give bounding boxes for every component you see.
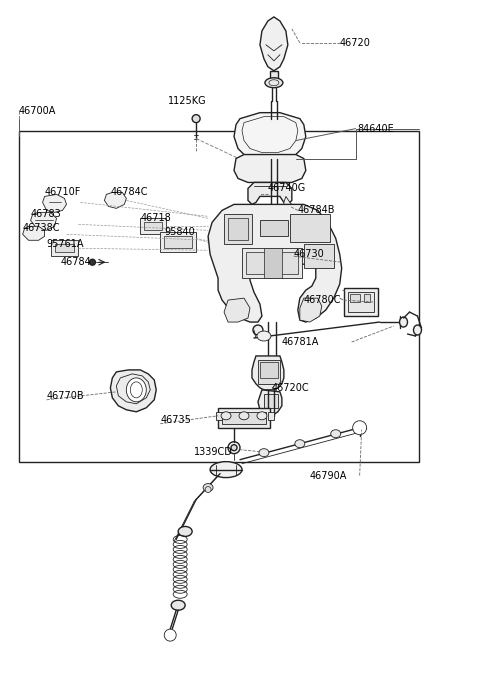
Ellipse shape xyxy=(178,526,192,536)
Ellipse shape xyxy=(205,487,211,492)
Text: 46783: 46783 xyxy=(31,210,61,220)
Text: 46790A: 46790A xyxy=(310,471,347,481)
Text: 95761A: 95761A xyxy=(47,239,84,250)
Bar xyxy=(264,394,278,407)
Text: 46784: 46784 xyxy=(60,257,91,267)
Text: 95840: 95840 xyxy=(164,227,195,237)
Ellipse shape xyxy=(89,259,96,265)
Ellipse shape xyxy=(126,378,146,402)
Text: 46784B: 46784B xyxy=(298,205,336,216)
Polygon shape xyxy=(110,370,156,412)
Ellipse shape xyxy=(253,325,263,335)
Ellipse shape xyxy=(259,449,269,457)
Text: 46720: 46720 xyxy=(340,38,371,48)
Text: 46700A: 46700A xyxy=(19,106,56,116)
Bar xyxy=(228,218,248,240)
Polygon shape xyxy=(258,390,282,416)
Bar xyxy=(290,214,330,242)
Bar xyxy=(216,412,222,420)
Polygon shape xyxy=(31,212,57,231)
Ellipse shape xyxy=(269,80,279,85)
Bar xyxy=(258,360,280,384)
Text: 46730: 46730 xyxy=(294,250,324,259)
Text: 46784C: 46784C xyxy=(110,187,148,197)
Bar xyxy=(224,214,252,244)
Polygon shape xyxy=(208,204,342,322)
Bar xyxy=(160,233,196,252)
Polygon shape xyxy=(23,226,45,240)
Bar xyxy=(364,294,370,302)
Text: 46740G: 46740G xyxy=(268,184,306,193)
Ellipse shape xyxy=(164,629,176,641)
Bar xyxy=(344,288,378,316)
Bar xyxy=(264,248,282,278)
Ellipse shape xyxy=(257,412,267,420)
Bar xyxy=(270,71,278,79)
Bar xyxy=(260,362,278,378)
Polygon shape xyxy=(43,195,67,212)
Ellipse shape xyxy=(295,440,305,447)
Text: 46718: 46718 xyxy=(140,214,171,223)
Ellipse shape xyxy=(203,483,213,492)
Ellipse shape xyxy=(171,600,185,610)
Polygon shape xyxy=(284,197,294,210)
Bar xyxy=(55,244,74,252)
Text: 46781A: 46781A xyxy=(282,337,319,347)
Text: 1339CD: 1339CD xyxy=(194,447,233,457)
Polygon shape xyxy=(252,356,284,390)
Ellipse shape xyxy=(231,445,237,451)
Ellipse shape xyxy=(257,331,271,341)
Bar xyxy=(222,412,266,424)
Bar xyxy=(164,237,192,248)
Ellipse shape xyxy=(239,412,249,420)
Text: 46770B: 46770B xyxy=(47,391,84,401)
Bar xyxy=(268,412,274,420)
Text: 46720C: 46720C xyxy=(272,383,310,393)
Ellipse shape xyxy=(265,78,283,87)
Polygon shape xyxy=(234,155,306,182)
Ellipse shape xyxy=(413,325,421,335)
Ellipse shape xyxy=(399,317,408,327)
Bar xyxy=(260,220,288,237)
Text: 46738C: 46738C xyxy=(23,223,60,233)
Ellipse shape xyxy=(228,441,240,454)
Bar xyxy=(242,248,302,278)
Bar xyxy=(140,218,166,235)
Bar xyxy=(304,244,334,268)
Text: 84640E: 84640E xyxy=(358,123,395,134)
Bar xyxy=(246,252,298,274)
Text: 46735: 46735 xyxy=(160,415,191,424)
Bar xyxy=(218,407,270,428)
Ellipse shape xyxy=(192,115,200,123)
Ellipse shape xyxy=(331,430,341,438)
Text: 1125KG: 1125KG xyxy=(168,96,207,106)
Polygon shape xyxy=(104,193,126,208)
Bar xyxy=(350,294,360,302)
Ellipse shape xyxy=(221,412,231,420)
Ellipse shape xyxy=(353,421,367,435)
Polygon shape xyxy=(300,298,322,322)
Bar xyxy=(19,131,420,462)
Text: 46780C: 46780C xyxy=(304,295,341,305)
Polygon shape xyxy=(260,17,288,71)
Polygon shape xyxy=(234,113,306,159)
Bar xyxy=(144,222,162,231)
Bar xyxy=(50,240,78,256)
Text: 46710F: 46710F xyxy=(45,187,81,197)
Bar xyxy=(348,292,373,312)
Ellipse shape xyxy=(210,462,242,477)
Polygon shape xyxy=(248,182,292,204)
Polygon shape xyxy=(224,298,250,322)
